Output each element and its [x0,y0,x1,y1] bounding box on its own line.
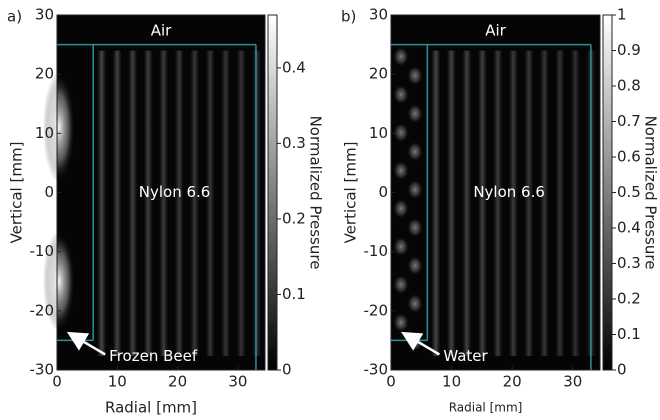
y-tick-label: 20 [369,65,388,83]
field-stripe [570,50,580,356]
colorbar-tick-label: 0.2 [282,209,306,227]
colorbar-tick-label: 0.3 [282,134,306,152]
field-hotspot [43,72,75,183]
field-stripe [508,50,518,356]
region-label: Air [485,21,506,39]
field-hotspot [393,236,409,257]
field-hotspot [407,217,423,238]
field-stripe [205,50,215,356]
colorbar [267,14,278,371]
x-tick-label: 20 [503,373,522,391]
field-hotspot [393,46,409,67]
annotation-arrow [66,331,106,356]
x-tick-label: 30 [563,373,582,391]
field-hotspot [43,231,75,332]
x-tick-label: 30 [228,373,247,391]
field-stripe [431,50,441,356]
region-label: Air [151,21,172,39]
field-stripe [462,50,472,356]
field-hotspot [407,293,423,314]
colorbar-tick-label: 0.5 [617,183,641,201]
annotation: Frozen Beef [109,347,198,365]
x-tick-label: 10 [108,373,127,391]
field-stripe [221,50,231,356]
field-hotspot [393,122,409,143]
colorbar-tick-label: 0.4 [617,219,641,237]
field-stripe [493,50,503,356]
field-stripe [174,50,184,356]
field-hotspot [407,179,423,200]
field-hotspot [393,274,409,295]
field-hotspot [393,312,409,333]
x-tick-label: 0 [386,373,396,391]
y-tick-label: -30 [364,361,389,379]
colorbar-label: Normalized Pressure [307,116,325,270]
field-stripe [112,50,122,356]
annotation: Water [443,347,488,365]
colorbar-tick-label: 0.4 [282,58,306,76]
x-axis-label: Radial [mm] [449,401,523,415]
y-tick-label: 30 [35,6,54,24]
field-stripe [236,50,246,356]
field-hotspot [407,141,423,162]
field-hotspot [407,65,423,86]
colorbar [602,14,613,371]
colorbar-tick-label: 0 [617,361,627,379]
y-tick-label: -10 [30,242,55,260]
y-tick-label: -10 [364,242,389,260]
y-tick-label: -20 [364,301,389,319]
colorbar-label: Normalized Pressure [642,116,660,270]
field-hotspot [393,160,409,181]
y-tick-label: -30 [30,361,55,379]
field-hotspot [407,331,423,352]
colorbar-tick-label: 0.3 [617,254,641,272]
x-axis-label: Radial [mm] [105,399,197,417]
field-stripe [555,50,565,356]
colorbar-tick-label: 0.8 [617,77,641,95]
panel-label: a) [7,8,22,26]
field-stripe [143,50,153,356]
y-axis-label: Vertical [mm] [342,142,360,244]
colorbar-tick-label: 0.7 [617,112,641,130]
y-tick-label: 30 [369,6,388,24]
field-stripe [524,50,534,356]
y-tick-label: 0 [44,183,54,201]
x-tick-label: 20 [168,373,187,391]
annotation-arrow [401,331,440,356]
field-stripe [539,50,549,356]
x-tick-label: 10 [442,373,461,391]
colorbar-tick-label: 0 [282,361,292,379]
colorbar-tick-label: 0.1 [617,325,641,343]
field-hotspot [393,84,409,105]
colorbar-tick-label: 0.9 [617,41,641,59]
field-stripe [477,50,487,356]
field-hotspot [393,198,409,219]
y-axis-label: Vertical [mm] [8,142,26,244]
field-hotspot [407,103,423,124]
y-tick-label: 20 [35,65,54,83]
y-tick-label: 0 [378,183,388,201]
y-tick-label: 10 [35,124,54,142]
region-label: Nylon 6.6 [139,183,211,201]
field-stripe [159,50,169,356]
colorbar-tick-label: 1 [617,6,627,24]
colorbar-tick-label: 0.1 [282,285,306,303]
y-tick-label: 10 [369,124,388,142]
field-stripe [446,50,456,356]
field-hotspot [407,255,423,276]
colorbar-tick-label: 0.6 [617,148,641,166]
field-stripe [97,50,107,356]
region-label: Nylon 6.6 [473,183,545,201]
x-tick-label: 0 [52,373,62,391]
field-stripe [128,50,138,356]
panel-label: b) [341,8,356,26]
colorbar-tick-label: 0.2 [617,290,641,308]
field-stripe [190,50,200,356]
y-tick-label: -20 [30,301,55,319]
